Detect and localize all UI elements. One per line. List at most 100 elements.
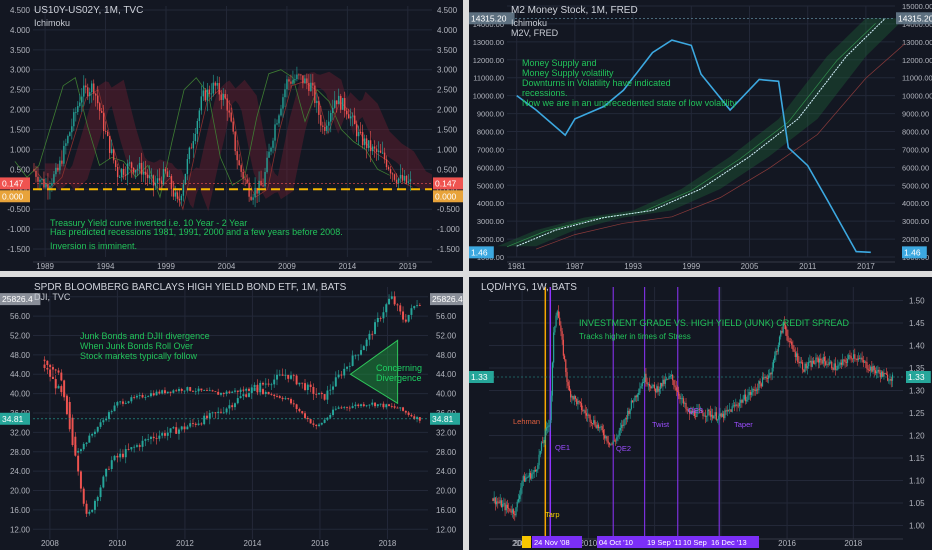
dji-candle <box>357 354 360 356</box>
dji-candle <box>393 296 396 305</box>
divergence-triangle <box>349 339 399 405</box>
candle <box>204 90 206 101</box>
jnk-candle <box>68 414 71 430</box>
dji-candle <box>105 468 108 477</box>
jnk-candle <box>127 401 130 403</box>
candle <box>707 409 709 416</box>
jnk-candle <box>374 402 377 407</box>
candle <box>878 369 880 373</box>
candle <box>684 403 686 404</box>
dji-candle <box>410 308 413 315</box>
dji-candle <box>208 413 211 419</box>
dji-candle <box>348 365 351 367</box>
lqd-hyg-chart[interactable]: 1.50 1.45 1.40 1.35 1.30 1.25 1.20 1.15 1.10 1.05… <box>469 277 932 550</box>
candle <box>511 509 513 513</box>
candle <box>340 95 342 110</box>
candle <box>130 162 133 168</box>
m2-chart[interactable]: 15000.00 14000.00 13000.00 12000.00 11000.00… <box>469 0 932 271</box>
candle <box>714 412 716 417</box>
candle <box>520 487 522 496</box>
y-tick-label-left: 12000.00 <box>473 56 504 65</box>
y-tick-label-left: 20.00 <box>10 487 31 496</box>
dji-value-label-left: 25826.4 <box>2 294 33 304</box>
dji-candle <box>242 394 245 397</box>
candle <box>646 382 648 385</box>
candle <box>863 361 866 363</box>
candle <box>640 386 642 389</box>
dji-candle <box>318 392 320 395</box>
candle <box>631 400 634 403</box>
yield-curve-chart[interactable]: 4.500 4.500 4.000 4.000 3.500 3.500 3.000 3.000… <box>0 0 463 271</box>
candle <box>817 358 819 363</box>
jnk-candle <box>105 418 108 421</box>
candle <box>342 98 344 110</box>
jnk-candle <box>161 390 164 394</box>
jnk-candle <box>200 388 203 391</box>
candle <box>656 386 658 393</box>
candle <box>160 180 163 185</box>
candle <box>200 96 203 111</box>
candle <box>79 102 81 107</box>
jnk-candle <box>231 391 234 393</box>
candle <box>296 74 298 80</box>
candle <box>607 441 609 443</box>
dji-candle <box>326 390 329 400</box>
y-tick-label: 0.000 <box>437 185 458 194</box>
jnk-candle <box>362 404 365 407</box>
candle <box>758 381 760 391</box>
y-tick-label: 40.00 <box>436 390 457 399</box>
candle <box>859 358 861 360</box>
y-tick-label-left: -1.000 <box>7 225 30 234</box>
candle <box>318 100 320 115</box>
candle <box>168 175 171 177</box>
candle <box>797 353 799 362</box>
y-tick-label: 2.500 <box>437 86 458 95</box>
candle <box>220 94 222 100</box>
candle <box>357 132 360 137</box>
jnk-candle <box>368 404 371 406</box>
candle <box>302 75 304 84</box>
y-tick-label: 1.00 <box>909 522 925 531</box>
candle <box>37 176 39 182</box>
candle <box>674 385 676 388</box>
jnk-candle <box>217 391 220 395</box>
candle <box>800 361 802 363</box>
dji-candle <box>77 455 80 472</box>
candle <box>272 140 274 148</box>
dji-candle <box>402 311 405 320</box>
x-tick-label: 2004 <box>218 262 236 271</box>
candle <box>828 362 830 365</box>
dji-candle <box>177 429 180 434</box>
candle <box>282 97 284 109</box>
candle <box>757 389 759 391</box>
candle <box>545 427 547 431</box>
x-tick-label: 2005 <box>741 262 759 271</box>
jnk-candle <box>402 407 405 411</box>
jnk-candle <box>166 391 169 394</box>
jnk-dji-chart[interactable]: 60.0060.0056.0056.0052.0052.0048.0048.00… <box>0 277 463 550</box>
candle <box>71 126 73 133</box>
m2v-line <box>516 39 871 254</box>
candle <box>629 408 631 414</box>
jnk-candle <box>113 405 116 412</box>
candle <box>557 311 560 318</box>
y-tick-label: 1.000 <box>437 145 458 154</box>
jnk-candle <box>60 372 63 381</box>
dji-candle <box>155 438 158 439</box>
y-tick-label: 1.50 <box>909 297 925 306</box>
jnk-candle <box>180 389 183 391</box>
candle <box>764 376 766 379</box>
candle <box>409 179 412 182</box>
chart-title: LQD/HYG, 1W, BATS <box>481 282 577 293</box>
dji-candle <box>346 366 349 369</box>
jnk-candle <box>116 402 119 406</box>
event-label: Twist <box>652 420 670 429</box>
candle <box>709 411 711 417</box>
jnk-candle <box>183 390 186 392</box>
annotation-line-1: Treasury Yield curve inverted i.e. 10 Ye… <box>50 218 248 228</box>
candle <box>65 143 67 146</box>
x-tick-label: 1989 <box>36 262 54 271</box>
y-tick-label: 8000.00 <box>902 128 929 137</box>
candle <box>407 181 410 183</box>
candle <box>816 357 818 359</box>
